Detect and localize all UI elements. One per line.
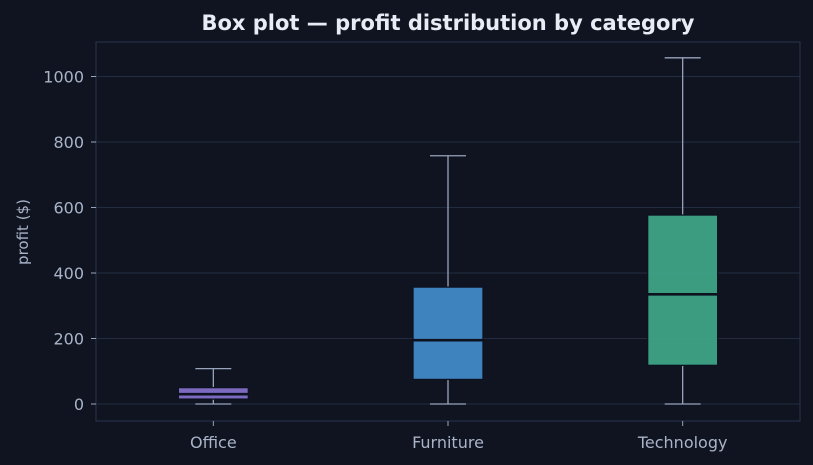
chart-title: Box plot — profit distribution by catego… xyxy=(201,11,694,35)
y-tick-label: 200 xyxy=(53,330,84,349)
y-tick-label: 800 xyxy=(53,133,84,152)
box-group xyxy=(412,155,484,405)
boxes-layer xyxy=(177,57,719,405)
box-group xyxy=(647,57,719,405)
x-tick-label: Office xyxy=(190,433,237,452)
y-tick-label: 1000 xyxy=(43,68,84,87)
box-group xyxy=(177,367,249,405)
iqr-box xyxy=(412,286,484,381)
iqr-box xyxy=(647,214,719,367)
y-axis-ticks: 0 200 400 600 800 1000 xyxy=(43,68,96,414)
x-tick-label: Technology xyxy=(637,433,728,452)
y-tick-label: 0 xyxy=(74,395,84,414)
x-tick-label: Furniture xyxy=(412,433,484,452)
y-tick-label: 600 xyxy=(53,199,84,218)
x-axis-ticks: Office Furniture Technology xyxy=(190,421,727,452)
y-tick-label: 400 xyxy=(53,264,84,283)
y-axis-label: profit ($) xyxy=(14,199,32,265)
